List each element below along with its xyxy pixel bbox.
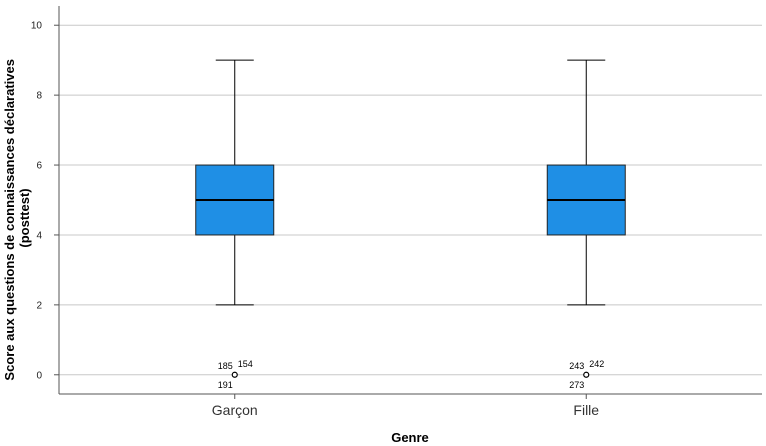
- x-tick-label: Fille: [573, 402, 599, 418]
- gridlines: [59, 24, 762, 376]
- box-group: 243 242 273: [546, 59, 626, 390]
- outlier-label: 191: [218, 380, 233, 390]
- y-tick-label: 2: [36, 300, 42, 311]
- outlier-point: [231, 371, 238, 378]
- y-axis-title-line1: Score aux questions de connaissances déc…: [2, 59, 17, 381]
- outlier-label: 185: [218, 361, 233, 371]
- box-group: 185 154 191: [195, 59, 275, 390]
- y-tick-label: 4: [36, 230, 42, 241]
- outlier-label: 273: [569, 380, 584, 390]
- y-tick-label: 6: [36, 161, 42, 172]
- y-axis-title-line2: (posttest): [17, 188, 32, 247]
- y-axis-title: Score aux questions de connaissances déc…: [2, 55, 32, 380]
- y-tick-labels: 0 2 4 6 8 10: [31, 21, 59, 381]
- outlier-label: 154: [238, 359, 253, 369]
- outlier-label: 243: [569, 361, 584, 371]
- y-tick-label: 10: [31, 21, 43, 32]
- y-tick-label: 8: [36, 91, 42, 102]
- outlier-label: 242: [589, 359, 604, 369]
- x-axis-title: Genre: [391, 430, 429, 445]
- x-tick-labels: Garçon Fille: [212, 394, 599, 418]
- x-tick-label: Garçon: [212, 402, 258, 418]
- y-tick-label: 0: [36, 370, 42, 381]
- outlier-point: [583, 371, 590, 378]
- plot-frame: [58, 6, 762, 395]
- box-series: 185 154 191 243 242 273: [195, 59, 626, 390]
